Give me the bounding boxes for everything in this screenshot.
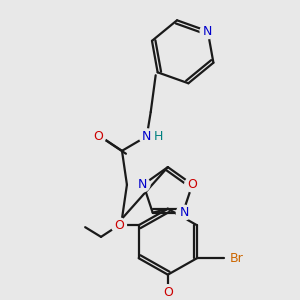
Text: H: H	[154, 130, 163, 143]
Circle shape	[139, 129, 154, 144]
Text: Br: Br	[230, 252, 244, 265]
Text: O: O	[114, 219, 124, 232]
Circle shape	[200, 24, 215, 39]
Text: O: O	[188, 178, 197, 191]
Circle shape	[160, 285, 176, 299]
Text: O: O	[163, 286, 173, 298]
Circle shape	[91, 129, 106, 144]
Circle shape	[111, 218, 126, 233]
Circle shape	[176, 205, 191, 220]
Text: N: N	[138, 178, 147, 191]
Text: O: O	[93, 130, 103, 143]
Circle shape	[185, 177, 200, 192]
Circle shape	[135, 177, 150, 192]
Text: N: N	[142, 130, 152, 143]
Text: N: N	[179, 206, 189, 219]
Text: N: N	[203, 25, 212, 38]
